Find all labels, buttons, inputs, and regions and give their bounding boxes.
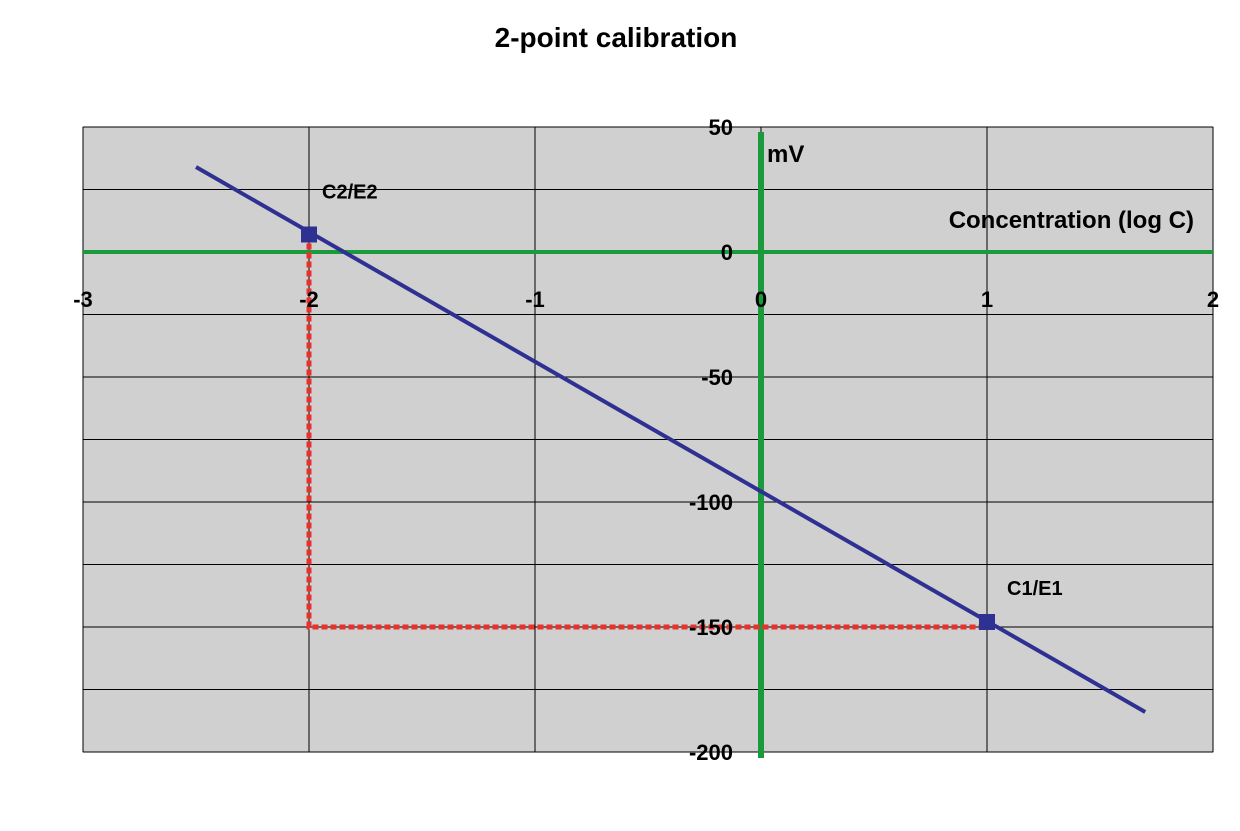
x-tick-label: 1 [981, 287, 993, 312]
point-label-c1-e1: C1/E1 [1007, 578, 1063, 600]
y-tick-label: 50 [709, 115, 733, 140]
y-axis-title: mV [767, 141, 804, 168]
point-marker-c1-e1 [979, 614, 995, 630]
tick-labels: -3 -2 -1 0 1 2 50 0 -50 -100 -150 -200 [73, 115, 1219, 765]
guide-lines [306, 234, 987, 630]
y-tick-label: -100 [689, 490, 733, 515]
y-tick-label: -50 [701, 365, 733, 390]
guide-polyline [306, 234, 987, 630]
x-tick-label: -2 [299, 287, 319, 312]
y-tick-label: 0 [721, 240, 733, 265]
zero-axes [83, 132, 1213, 758]
x-axis-title: Concentration (log C) [949, 207, 1194, 234]
point-marker-c2-e2 [301, 226, 317, 243]
point-label-c2-e2: C2/E2 [322, 182, 378, 204]
x-tick-label: 2 [1207, 287, 1219, 312]
x-tick-label: 0 [755, 287, 767, 312]
chart-title: 2-point calibration [494, 22, 738, 53]
point-markers: C2/E2 C1/E1 [301, 182, 1063, 630]
x-tick-label: -3 [73, 287, 93, 312]
y-tick-label: -200 [689, 740, 733, 765]
y-tick-label: -150 [689, 615, 733, 640]
x-tick-label: -1 [525, 287, 545, 312]
